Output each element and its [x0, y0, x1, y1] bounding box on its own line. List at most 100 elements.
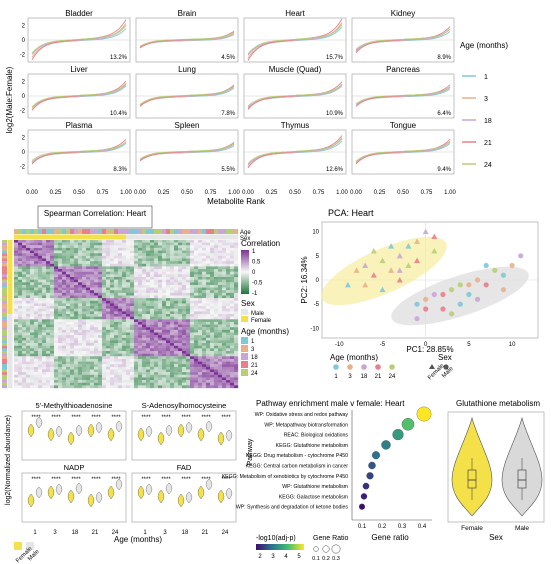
heatmap-cell: [70, 255, 75, 259]
heatmap-cell: [138, 319, 143, 323]
heatmap-cell: [118, 292, 123, 296]
pca-point-male: [474, 296, 481, 302]
violin-male: [185, 421, 193, 434]
heatmap-cell: [42, 274, 47, 278]
heatmap-cell: [62, 287, 67, 291]
heatmap-cell: [130, 250, 135, 254]
heatmap-cell: [114, 343, 119, 346]
heatmap-cell: [18, 261, 23, 264]
heatmap-cell: [26, 284, 31, 288]
heatmap-cell: [130, 366, 135, 370]
heatmap-cell: [70, 343, 75, 346]
heatmap-cell: [18, 279, 23, 283]
heatmap-cell: [70, 266, 75, 270]
heatmap-cell: [130, 377, 135, 381]
heatmap-cell: [158, 292, 163, 296]
heatmap-cell: [98, 380, 103, 383]
heatmap-cell: [126, 329, 131, 333]
heatmap-cell: [206, 364, 211, 367]
heatmap-cell: [22, 374, 27, 378]
heatmap-cell: [182, 348, 187, 352]
heatmap-cell: [186, 261, 191, 264]
violin-female: [107, 427, 115, 442]
heatmap-cell: [62, 319, 67, 323]
violin-female: [217, 489, 225, 504]
heatmap-cell: [110, 369, 115, 373]
heatmap-cell: [94, 329, 99, 333]
heatmap-cell: [74, 327, 79, 330]
heatmap-cell: [106, 343, 111, 346]
heatmap-cell: [74, 380, 79, 383]
heatmap-cell: [30, 261, 35, 264]
series-line-24: [139, 85, 235, 105]
heatmap-cell: [142, 380, 147, 383]
heatmap-cell: [86, 358, 91, 362]
heatmap-cell: [202, 253, 207, 256]
heatmap-cell: [42, 284, 47, 288]
heatmap-cell: [150, 353, 155, 357]
heatmap-cell: [130, 380, 135, 383]
heatmap-cell: [102, 335, 107, 338]
heatmap-cell: [38, 277, 43, 280]
heatmap-cell: [190, 258, 195, 262]
heatmap-cell: [66, 356, 71, 360]
heatmap-cell: [198, 266, 203, 270]
heatmap-cell: [82, 292, 87, 296]
heatmap-cell: [186, 329, 191, 333]
heatmap-cell: [162, 261, 167, 264]
heatmap-cell: [222, 292, 227, 296]
heatmap-cell: [158, 366, 163, 370]
heatmap-cell: [50, 261, 55, 264]
heatmap-cell: [50, 332, 55, 336]
sex-annotation-cell: [34, 234, 39, 240]
heatmap-cell: [106, 266, 111, 270]
heatmap-cell: [74, 361, 79, 365]
heatmap-cell: [154, 321, 159, 325]
heatmap-cell: [90, 348, 95, 352]
sex-annotation-cell: [170, 234, 175, 240]
heatmap-cell: [154, 247, 159, 251]
heatmap-cell: [134, 279, 139, 283]
heatmap-cell: [118, 242, 123, 246]
heatmap-cell: [46, 329, 51, 333]
heatmap-cell: [158, 240, 163, 243]
heatmap-cell: [70, 303, 75, 307]
age-annotation-cell: [2, 266, 7, 270]
heatmap-cell: [186, 372, 191, 375]
heatmap-cell: [214, 263, 219, 267]
pca-legend-age-dot-1: [333, 364, 339, 370]
heatmap-cell: [170, 361, 175, 365]
heatmap-cell: [42, 282, 47, 286]
heatmap-cell: [50, 290, 55, 293]
heatmap-cell: [14, 247, 19, 251]
heatmap-cell: [230, 240, 235, 243]
heatmap-cell: [98, 247, 103, 251]
heatmap-cell: [62, 345, 67, 349]
heatmap-cell: [118, 356, 123, 360]
heatmap-cell: [50, 300, 55, 304]
heatmap-cell: [78, 292, 83, 296]
heatmap-cell: [130, 298, 135, 301]
heatmap-cell: [122, 271, 127, 275]
heatmap-cell: [210, 353, 215, 357]
heatmap-cell: [118, 337, 123, 341]
sex-annotation-cell: [134, 234, 139, 240]
heatmap-cell: [226, 316, 231, 320]
heatmap-cell: [14, 274, 19, 278]
heatmap-cell: [86, 343, 91, 346]
heatmap-cell: [182, 380, 187, 383]
heatmap-cell: [62, 329, 67, 333]
heatmap-cell: [178, 266, 183, 270]
heatmap-cell: [142, 343, 147, 346]
heatmap-cell: [226, 364, 231, 367]
heatmap-cell: [66, 358, 71, 362]
x-tick-label: 0.75: [97, 190, 109, 196]
heatmap-cell: [230, 247, 235, 251]
heatmap-cell: [114, 308, 119, 312]
heatmap-cell: [78, 242, 83, 246]
heatmap-cell: [22, 277, 27, 280]
heatmap-cell: [126, 353, 131, 357]
heatmap-cell: [18, 258, 23, 262]
heatmap-cell: [110, 247, 115, 251]
heatmap-cell: [70, 306, 75, 309]
